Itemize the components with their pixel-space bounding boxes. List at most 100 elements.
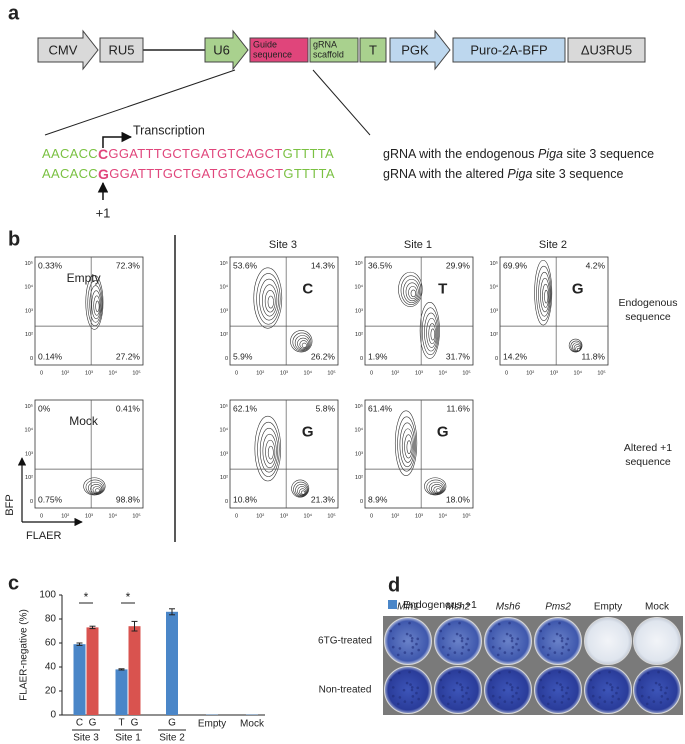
error-bar xyxy=(89,625,96,630)
vector-arrow xyxy=(389,29,451,71)
colony xyxy=(496,653,500,657)
colony xyxy=(541,686,545,689)
colony xyxy=(391,645,395,649)
vector-label: RU5 xyxy=(108,42,134,57)
colony xyxy=(616,686,620,690)
x-tick-label: 10⁴ xyxy=(304,512,313,519)
x-tick-label: 10⁵ xyxy=(132,369,140,376)
vector-label: T xyxy=(369,42,377,57)
colony xyxy=(397,622,401,626)
colony xyxy=(503,651,507,654)
quadrant-percent: 11.6% xyxy=(447,403,471,413)
colony xyxy=(403,700,407,703)
significance: * xyxy=(126,590,131,604)
y-tick-label: 10³ xyxy=(355,451,363,457)
contour xyxy=(301,490,306,495)
colony xyxy=(509,683,512,686)
sample-label: C xyxy=(302,280,313,297)
vector-box xyxy=(567,37,646,63)
y-tick-label: 10⁵ xyxy=(490,260,498,267)
contour xyxy=(301,342,307,348)
colony xyxy=(497,622,501,626)
colony xyxy=(403,651,407,654)
colony xyxy=(659,701,663,704)
colony xyxy=(516,686,520,690)
column-header: Site 1 xyxy=(404,239,432,251)
panel-label: c xyxy=(8,572,19,594)
x-axis-label: FLAER xyxy=(26,530,62,542)
x-tick-label: 10⁵ xyxy=(327,369,335,376)
seq-plus1: G xyxy=(98,166,109,182)
colony xyxy=(410,686,414,689)
column-label: Pms2 xyxy=(545,602,571,613)
bar-letter: G xyxy=(89,718,97,729)
y-tick-label: 0 xyxy=(225,499,228,505)
colony xyxy=(460,637,464,640)
sequence-description: gRNA with the endogenous Piga site 3 seq… xyxy=(383,147,654,161)
colony xyxy=(460,701,464,704)
colony xyxy=(615,691,618,695)
quadrant-percent: 36.5% xyxy=(368,260,393,270)
colony xyxy=(467,697,470,701)
contour xyxy=(408,286,418,300)
colony xyxy=(391,686,395,689)
x-tick-label: Site 1 xyxy=(115,733,141,744)
x-tick-label: 10² xyxy=(391,513,399,519)
colony xyxy=(516,637,520,641)
plate xyxy=(633,617,681,665)
y-tick-label: 80 xyxy=(45,614,57,625)
colony xyxy=(567,648,570,652)
quadrant-percent: 31.7% xyxy=(446,351,471,361)
contour xyxy=(85,275,104,330)
colony xyxy=(416,637,420,641)
colony xyxy=(408,621,411,625)
contour xyxy=(394,410,418,476)
column-header: Site 2 xyxy=(539,239,567,251)
legend-swatch xyxy=(388,600,397,609)
contour xyxy=(264,290,276,313)
vector-label: CMV xyxy=(49,42,78,57)
colony xyxy=(410,652,414,655)
colony xyxy=(453,700,457,703)
panel-label: d xyxy=(388,574,400,596)
contour xyxy=(256,273,281,325)
x-tick-label: 10⁵ xyxy=(597,369,605,376)
colony xyxy=(396,702,400,706)
colony xyxy=(560,686,564,689)
y-tick-label: 10² xyxy=(25,475,33,481)
colony xyxy=(405,681,409,685)
colony xyxy=(502,688,506,692)
y-tick-label: 10⁴ xyxy=(220,284,229,291)
contour xyxy=(253,267,283,329)
colony xyxy=(555,681,559,685)
contour xyxy=(426,479,446,495)
x-tick-label: 10⁴ xyxy=(109,369,118,376)
error-bar xyxy=(169,608,175,616)
x-tick-label: Site 3 xyxy=(73,733,99,744)
vector-label: Guide xyxy=(253,39,277,49)
colony xyxy=(603,700,607,703)
y-tick-label: 0 xyxy=(225,356,228,362)
quadrant-percent: 0.75% xyxy=(38,494,63,504)
quadrant-percent: 5.9% xyxy=(233,351,253,361)
contour xyxy=(405,282,419,302)
sample-label: T xyxy=(438,280,447,297)
y-tick-label: 100 xyxy=(39,590,56,601)
contour xyxy=(95,300,100,313)
colony xyxy=(555,632,559,636)
colony xyxy=(510,637,514,640)
bar xyxy=(86,627,99,715)
error-bar xyxy=(118,668,125,671)
y-tick-label: 20 xyxy=(45,686,57,697)
plot-frame xyxy=(229,256,339,366)
colony xyxy=(539,629,543,633)
y-tick-label: 10² xyxy=(25,332,33,338)
quadrant-percent: 26.2% xyxy=(311,351,336,361)
y-tick-label: 10² xyxy=(355,475,363,481)
plate xyxy=(584,617,632,665)
colony xyxy=(596,702,600,706)
x-tick-label: 0 xyxy=(40,370,43,376)
colony xyxy=(460,688,464,692)
contour xyxy=(538,271,551,317)
column-label: Mock xyxy=(645,602,670,613)
